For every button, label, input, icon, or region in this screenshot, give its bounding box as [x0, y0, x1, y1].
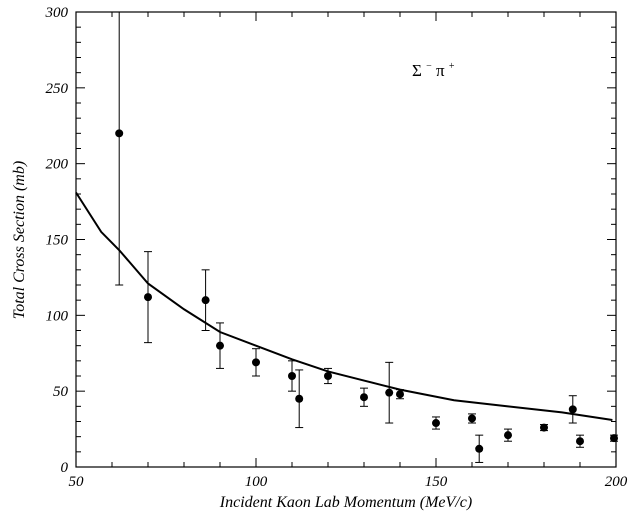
- data-point: [324, 372, 332, 380]
- data-point-group: [540, 423, 548, 432]
- data-point-group: [468, 413, 476, 424]
- data-point-group: [360, 387, 368, 407]
- data-point: [295, 394, 304, 403]
- data-point: [360, 393, 368, 402]
- data-point-group: [385, 361, 394, 424]
- y-tick-label: 200: [46, 157, 69, 173]
- data-point: [396, 390, 404, 399]
- x-axis-title: Incident Kaon Lab Momentum (MeV/c): [219, 494, 472, 511]
- data-point: [216, 341, 224, 350]
- data-point: [201, 296, 210, 305]
- x-tick-label: 150: [425, 474, 448, 490]
- data-point: [576, 437, 584, 446]
- data-point: [385, 388, 394, 397]
- data-point-group: [201, 269, 210, 331]
- data-point: [468, 414, 476, 423]
- x-tick-label: 50: [69, 474, 85, 490]
- y-axis-title: Total Cross Section (mb): [11, 161, 28, 319]
- data-point: [475, 444, 484, 453]
- data-point: [568, 405, 577, 414]
- data-point: [432, 419, 440, 428]
- data-point-group: [324, 367, 332, 385]
- data-points-layer: [115, 12, 618, 463]
- y-tick-label: 150: [46, 233, 69, 249]
- data-point: [144, 293, 152, 302]
- data-point: [252, 358, 260, 367]
- data-point-group: [288, 360, 296, 392]
- reaction-base-sigma: Σ: [412, 61, 422, 80]
- y-tick-label: 100: [46, 308, 69, 324]
- reaction-base-pi: π: [436, 61, 445, 80]
- data-point: [115, 129, 124, 138]
- reaction-label: Σ − π +: [412, 54, 455, 80]
- reaction-sup-minus: −: [426, 61, 432, 72]
- data-point-group: [396, 389, 404, 400]
- data-point-group: [504, 428, 512, 442]
- data-point-group: [576, 434, 584, 448]
- fit-line-layer: [75, 191, 613, 421]
- data-point-group: [252, 348, 260, 377]
- fit-curve-line: [75, 191, 613, 421]
- data-point: [610, 434, 618, 443]
- plot-frame: [75, 11, 617, 468]
- data-point-group: [610, 434, 618, 443]
- data-point-group: [115, 12, 124, 286]
- axis-ticks: [75, 11, 617, 468]
- data-point-group: [432, 416, 440, 430]
- x-tick-label: 100: [245, 474, 268, 490]
- y-tick-label: 0: [61, 460, 69, 476]
- data-point: [288, 372, 296, 380]
- data-point-group: [295, 369, 304, 429]
- y-tick-label: 300: [45, 5, 69, 21]
- data-point-group: [568, 395, 577, 424]
- data-point-group: [216, 322, 224, 369]
- data-point: [540, 423, 548, 432]
- y-tick-label: 250: [46, 81, 69, 97]
- data-point-group: [144, 251, 152, 344]
- data-point: [504, 431, 512, 440]
- reaction-sup-plus: +: [449, 61, 455, 72]
- data-point-group: [475, 434, 484, 463]
- x-tick-label: 200: [605, 474, 628, 490]
- y-tick-label: 50: [53, 384, 69, 400]
